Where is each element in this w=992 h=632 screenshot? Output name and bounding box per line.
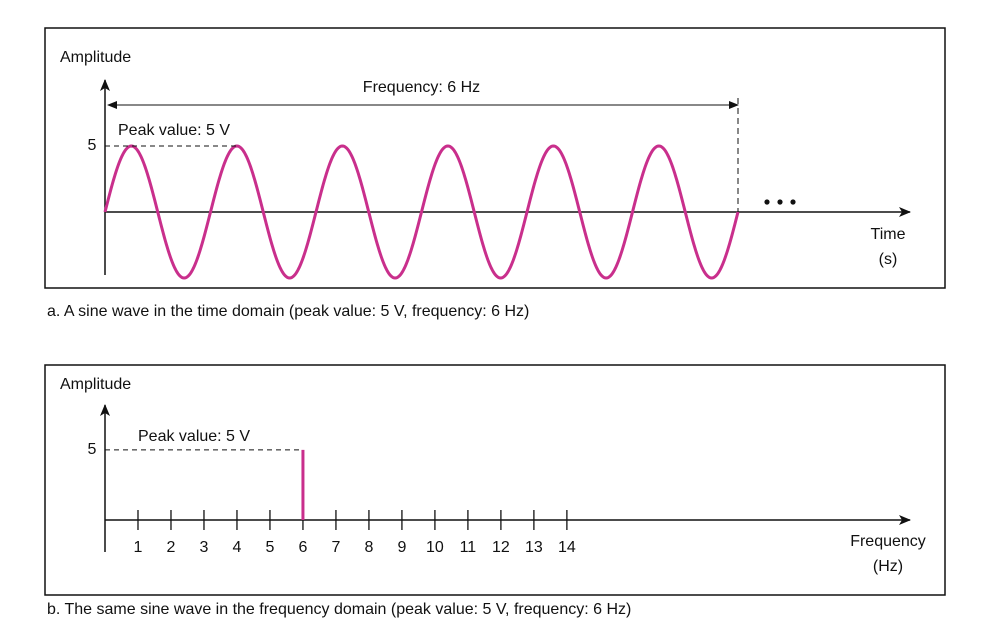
x-tick-label: 6 [298,539,307,556]
x-tick-label: 3 [200,539,209,556]
x-tick-label: 9 [397,539,406,556]
x-tick-label: 2 [167,539,176,556]
x-tick-label: 10 [426,539,444,556]
x-tick-label: 1 [134,539,143,556]
caption: a. A sine wave in the time domain (peak … [47,303,529,320]
x-tick-label: 13 [525,539,543,556]
x-tick-label: 7 [331,539,340,556]
panel-frame [44,27,946,289]
x-axis-label: Time [871,226,906,243]
ellipsis [764,199,796,205]
sine-wave [103,144,740,280]
annotation: Peak value: 5 V [118,122,230,139]
y-axis-label: Amplitude [60,49,131,66]
x-axis-label: Frequency [850,533,926,550]
y-tick-label: 5 [88,137,97,154]
annotation: Peak value: 5 V [138,428,250,445]
caption: b. The same sine wave in the frequency d… [47,601,631,618]
x-axis-label: (Hz) [873,558,903,575]
x-tick-label: 8 [364,539,373,556]
x-tick-label: 14 [558,539,576,556]
annotation: Frequency: 6 Hz [363,79,480,96]
y-tick-label: 5 [88,441,97,458]
x-tick-label: 12 [492,539,510,556]
x-tick-label: 4 [233,539,242,556]
y-axis-label: Amplitude [60,376,131,393]
x-axis-label: (s) [879,251,898,268]
x-tick-label: 11 [460,539,477,556]
x-tick-label: 5 [266,539,275,556]
panel-frame [44,364,946,596]
